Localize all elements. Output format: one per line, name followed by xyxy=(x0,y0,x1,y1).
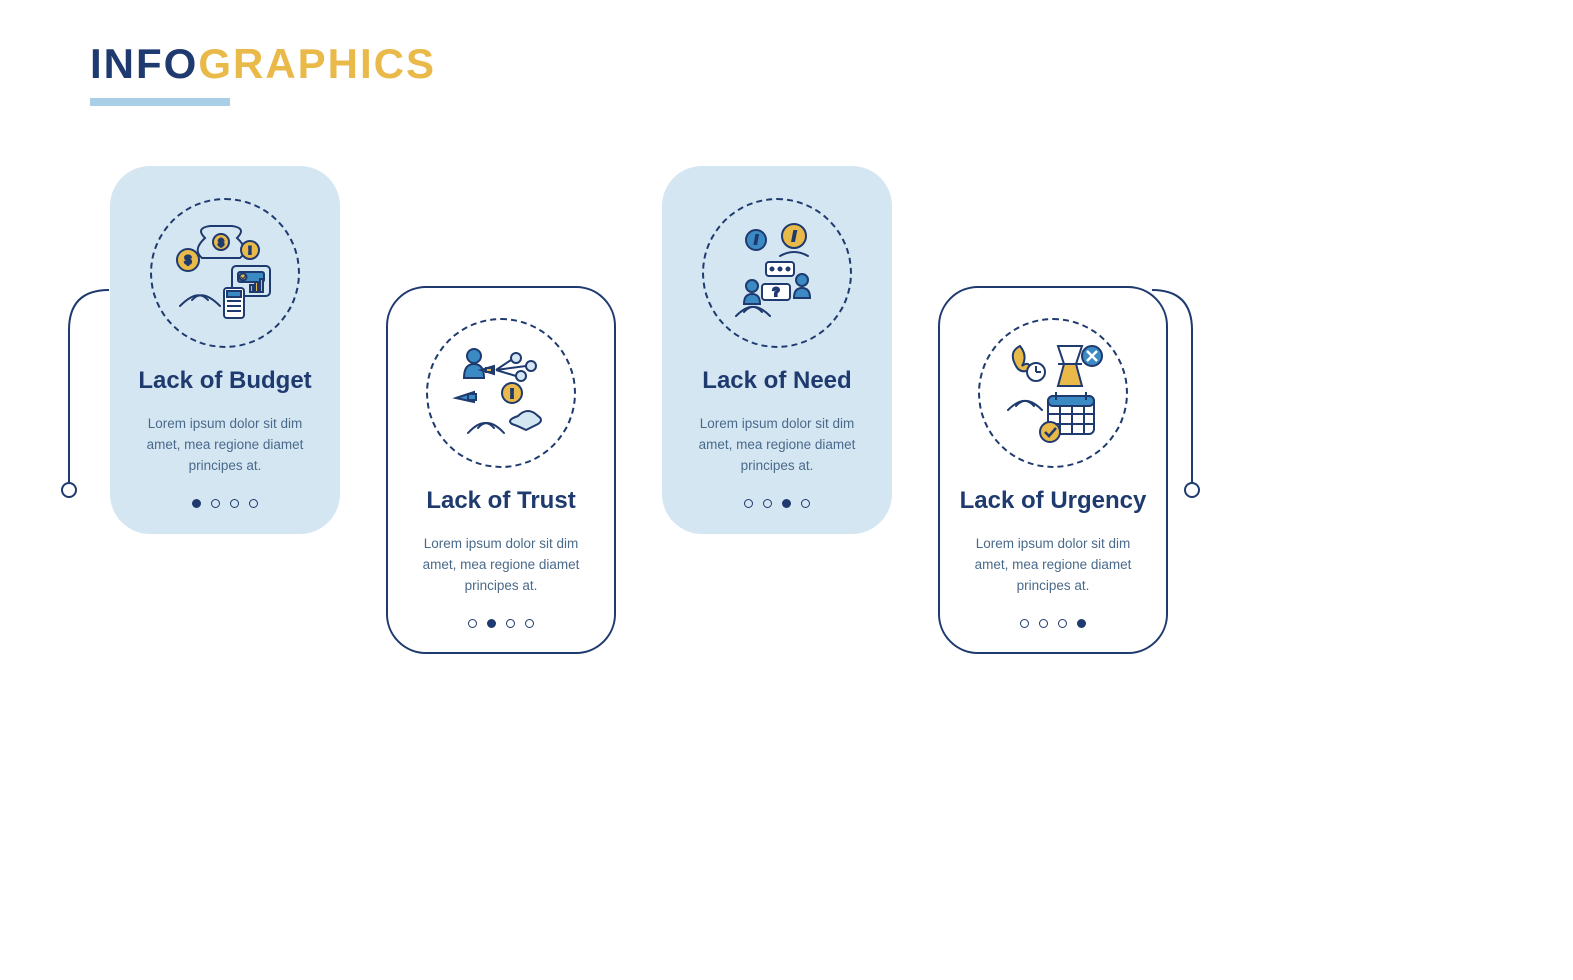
dot xyxy=(744,499,753,508)
svg-text:!: ! xyxy=(248,245,252,257)
trust-icon: ! xyxy=(426,318,576,468)
title-part2: GRAPHICS xyxy=(198,40,436,87)
dot xyxy=(506,619,515,628)
svg-text:$: $ xyxy=(218,238,224,249)
need-icon: i i ? xyxy=(702,198,852,348)
title-underline xyxy=(90,98,230,106)
card-title: Lack of Trust xyxy=(406,486,596,516)
dot xyxy=(1058,619,1067,628)
header-block: INFOGRAPHICS xyxy=(90,40,1210,106)
dot xyxy=(782,499,791,508)
svg-text:!: ! xyxy=(510,386,514,401)
card-title: Lack of Need xyxy=(682,366,872,396)
urgency-icon xyxy=(978,318,1128,468)
dot xyxy=(192,499,201,508)
card-desc: Lorem ipsum dolor sit dim amet, mea regi… xyxy=(130,414,320,477)
card-desc: Lorem ipsum dolor sit dim amet, mea regi… xyxy=(958,534,1148,597)
pager-dots xyxy=(406,619,596,628)
dot xyxy=(525,619,534,628)
card-title: Lack of Urgency xyxy=(958,486,1148,516)
dot xyxy=(801,499,810,508)
svg-text:$: $ xyxy=(185,253,192,267)
dot xyxy=(249,499,258,508)
dot xyxy=(211,499,220,508)
dot xyxy=(1020,619,1029,628)
dot xyxy=(230,499,239,508)
svg-text:?: ? xyxy=(772,285,779,299)
pager-dots xyxy=(130,499,320,508)
dot xyxy=(487,619,496,628)
budget-icon: $ $ ! xyxy=(150,198,300,348)
dot xyxy=(1077,619,1086,628)
card-budget: $ $ ! Lack of Budget xyxy=(110,166,340,534)
card-need: i i ? Lack of xyxy=(662,166,892,534)
pager-dots xyxy=(958,619,1148,628)
dot xyxy=(1039,619,1048,628)
card-desc: Lorem ipsum dolor sit dim amet, mea regi… xyxy=(682,414,872,477)
title-part1: INFO xyxy=(90,40,198,87)
card-desc: Lorem ipsum dolor sit dim amet, mea regi… xyxy=(406,534,596,597)
dot xyxy=(468,619,477,628)
infographic-stage: INFOGRAPHICS $ $ ! xyxy=(90,40,1210,166)
card-urgency: Lack of Urgency Lorem ipsum dolor sit di… xyxy=(938,286,1168,654)
card-trust: ! Lack of Trust Lorem ipsum dolor sit di… xyxy=(386,286,616,654)
page-title: INFOGRAPHICS xyxy=(90,40,1210,88)
pager-dots xyxy=(682,499,872,508)
dot xyxy=(763,499,772,508)
card-title: Lack of Budget xyxy=(130,366,320,396)
